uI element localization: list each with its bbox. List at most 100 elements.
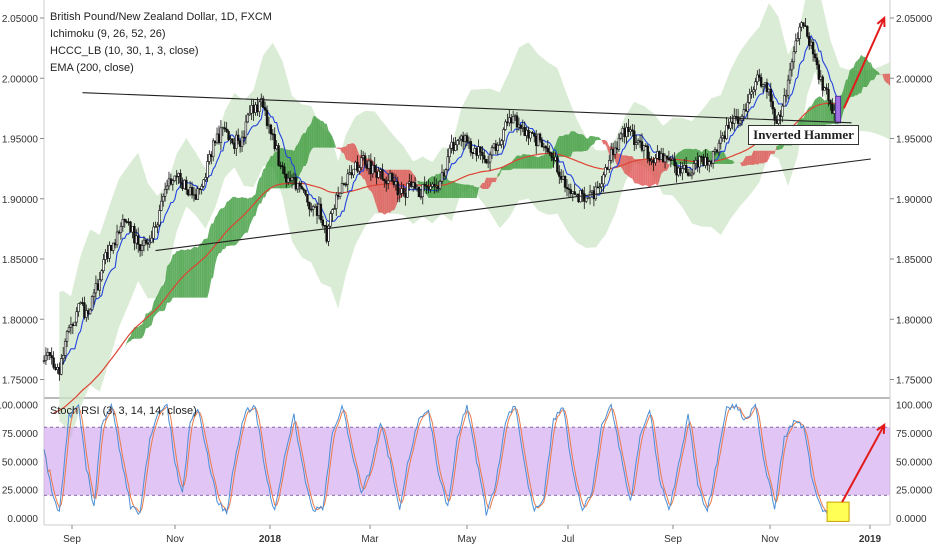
candle-body — [47, 352, 49, 355]
candle-body — [153, 227, 155, 238]
indicator-hccc[interactable]: HCCC_LB (10, 30, 1, 3, close) — [50, 43, 272, 60]
candle-body — [578, 194, 580, 202]
candle-body — [793, 52, 795, 62]
candle-body — [449, 148, 451, 157]
candle-body — [116, 232, 118, 245]
candle-body — [756, 75, 758, 82]
candle-body — [676, 166, 678, 175]
kumo-segment — [517, 156, 519, 169]
kumo-segment — [323, 121, 325, 148]
kumo-segment — [757, 151, 759, 165]
kumo-segment — [604, 140, 606, 144]
kumo-segment — [575, 131, 577, 151]
kumo-segment — [640, 159, 642, 185]
kumo-segment — [227, 201, 229, 246]
rsi-legend[interactable]: Stoch RSI (3, 3, 14, 14, close) — [50, 405, 197, 417]
candle-body — [808, 36, 810, 45]
candle-body — [705, 157, 707, 165]
candle-body — [62, 355, 64, 358]
candle-body — [522, 127, 524, 128]
price-tick-left: 1.75000 — [2, 376, 39, 387]
candle-body — [80, 302, 82, 303]
candle-body — [455, 145, 457, 151]
candle-body — [89, 310, 91, 314]
kumo-segment — [853, 62, 855, 96]
candle-body — [726, 125, 728, 138]
candle-body — [149, 242, 151, 244]
candle-body — [747, 102, 749, 111]
candle-body — [820, 77, 822, 80]
candle-body — [647, 146, 649, 159]
candle-body — [335, 195, 337, 209]
candle-body — [431, 184, 433, 186]
candle-body — [118, 232, 120, 233]
candle-body — [555, 157, 557, 160]
candle-body — [183, 180, 185, 188]
kumo-segment — [246, 198, 248, 233]
kumo-segment — [494, 178, 496, 182]
rsi-tick-left: 0.0000 — [7, 514, 38, 525]
candle-body — [349, 173, 351, 174]
kumo-segment — [338, 148, 340, 149]
candle-body — [197, 189, 199, 200]
candle-body — [708, 162, 710, 165]
candle-body — [191, 187, 193, 194]
candle-body — [380, 170, 382, 172]
candle-body — [374, 165, 376, 172]
candle-body — [124, 219, 126, 221]
kumo-segment — [348, 144, 350, 161]
indicator-ema[interactable]: EMA (200, close) — [50, 60, 272, 77]
candle-body — [514, 116, 516, 117]
candle-body — [543, 146, 545, 147]
candle-body — [658, 151, 660, 159]
kumo-segment — [350, 143, 352, 162]
candle-body — [472, 152, 474, 153]
candle-body — [218, 134, 220, 143]
candle-body — [562, 176, 564, 179]
kumo-segment — [159, 287, 161, 311]
kumo-segment — [325, 124, 327, 148]
kumo-segment — [317, 118, 319, 148]
indicator-ichimoku[interactable]: Ichimoku (9, 26, 52, 26) — [50, 26, 272, 43]
candle-body — [478, 147, 480, 156]
candle-body — [364, 156, 366, 165]
candle-body — [608, 160, 610, 169]
candle-body — [101, 271, 103, 280]
kumo-segment — [559, 136, 561, 157]
candle-body — [710, 162, 712, 164]
kumo-segment — [346, 144, 348, 160]
price-tick-right: 2.00000 — [896, 74, 932, 85]
candle-body — [587, 198, 589, 199]
candle-body — [378, 171, 380, 177]
kumo-segment — [867, 59, 869, 87]
candle-body — [678, 168, 680, 175]
rsi-tick-right: 0.0000 — [896, 514, 927, 525]
kumo-segment — [642, 159, 644, 185]
oversold-marker — [827, 502, 849, 521]
candle-body — [703, 157, 705, 166]
candle-body — [437, 186, 439, 188]
candle-body — [712, 152, 714, 164]
candle-body — [733, 116, 735, 123]
kumo-segment — [721, 151, 723, 164]
chart-title: British Pound/New Zealand Dollar, 1D, FX… — [50, 9, 272, 26]
candle-body — [258, 102, 260, 112]
candle-body — [512, 116, 514, 123]
candle-body — [135, 236, 137, 243]
candle-body — [372, 165, 374, 173]
kumo-segment — [577, 133, 579, 152]
kumo-segment — [140, 324, 142, 338]
price-tick-left: 2.05000 — [2, 14, 39, 25]
candle-body — [120, 226, 122, 232]
kumo-segment — [188, 249, 190, 298]
candle-body — [395, 182, 397, 185]
kumo-segment — [221, 208, 223, 253]
kumo-segment — [621, 154, 623, 170]
kumo-segment — [869, 62, 871, 83]
candle-body — [585, 198, 587, 201]
kumo-segment — [536, 157, 538, 169]
candle-body — [426, 186, 428, 187]
candle-body — [818, 65, 820, 80]
